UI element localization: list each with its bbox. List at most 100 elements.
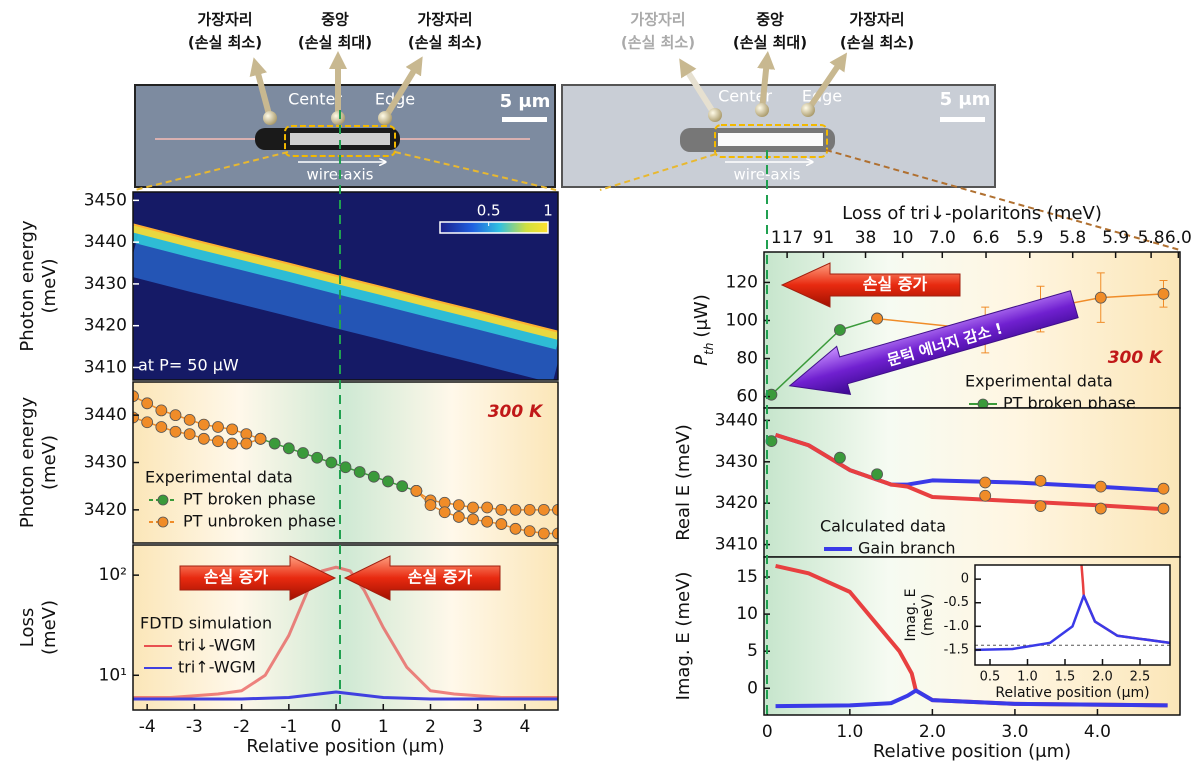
y-tick-label: 5: [747, 641, 758, 661]
series-line: [775, 688, 1168, 709]
marker: [297, 447, 309, 459]
y-tick-label: 3430: [84, 453, 127, 473]
y-axis-label: Photon energy: [17, 220, 38, 352]
marker: [282, 442, 295, 455]
top-tick-label: 5.8: [1138, 228, 1165, 248]
top-tick-label: 5.9: [1016, 228, 1043, 248]
plot-area: [765, 432, 1170, 515]
connector: [394, 151, 557, 191]
x-tick-label: 1.5: [1055, 670, 1076, 685]
marker: [311, 451, 324, 464]
marker: [155, 421, 168, 433]
y-axis-label: Real E (meV): [673, 424, 694, 541]
marker: [871, 312, 883, 325]
marker: [1034, 474, 1047, 487]
label: (손실 최대): [733, 34, 807, 52]
top-tick-label: 7.0: [929, 228, 956, 248]
top-tick-label: 91: [813, 228, 835, 248]
pointer: [679, 58, 718, 117]
marker: [467, 513, 479, 526]
marker: [155, 404, 168, 417]
marker: [1094, 502, 1107, 515]
x-tick-label: 1.0: [1017, 670, 1038, 685]
series-line: [975, 594, 1170, 652]
x-tick-label: -3: [186, 717, 203, 737]
connectors: [134, 149, 1181, 251]
marker: [871, 468, 883, 481]
ball: [263, 111, 277, 125]
marker: [1034, 500, 1047, 512]
marker: [183, 428, 196, 440]
label-symbol: P: [691, 355, 712, 366]
x-tick-label: 0: [331, 717, 342, 737]
pointer: [805, 52, 848, 112]
annotation: 300 K: [1108, 348, 1164, 368]
x-tick-label: 3: [472, 717, 483, 737]
marker: [467, 501, 479, 514]
y-axis-label: (meV): [920, 594, 936, 637]
label: (손실 최대): [298, 34, 372, 52]
center-label: Center: [288, 90, 342, 109]
y-tick-label: 3430: [715, 452, 758, 472]
y-tick-label: 3410: [715, 535, 758, 555]
marker: [226, 437, 239, 450]
arrow: [179, 555, 337, 601]
x-tick-label: 1: [378, 717, 389, 737]
marker: [452, 511, 465, 523]
region-box: [714, 124, 828, 158]
arrow: [788, 290, 1079, 395]
marker: [537, 527, 550, 540]
label: 중앙: [756, 11, 784, 29]
legend-title: Experimental data: [145, 468, 293, 487]
marker: [523, 525, 536, 538]
glow: [133, 233, 558, 380]
plot-area: [775, 563, 1168, 709]
legend-label: PT unbroken phase: [183, 512, 336, 531]
marker: [197, 432, 210, 445]
marker: [765, 435, 778, 448]
top-tick-label: 5.8: [1059, 228, 1086, 248]
y-axis-label: Pth (μW): [691, 294, 716, 365]
right-image: 5 μm Center Edge wire-axis 가장자리 (손실 최소) …: [561, 11, 996, 188]
y-axis-label: Photon energy: [17, 397, 38, 529]
top-tick-label: 38: [855, 228, 877, 248]
y-tick-label: -1.5: [944, 642, 969, 657]
y-tick-label: 3440: [715, 410, 758, 430]
colorbar: [439, 221, 549, 234]
marker: [1157, 502, 1170, 515]
marker: [367, 470, 380, 483]
top-tick-label: 5.9: [1102, 228, 1129, 248]
marker: [979, 476, 992, 489]
y-tick-label: -0.5: [944, 595, 969, 610]
plot-area: [133, 565, 558, 701]
connector: [825, 149, 1181, 251]
y-axis-label: (meV): [39, 600, 60, 655]
y-tick-label: 120: [726, 272, 758, 292]
y-tick-label: -1.0: [944, 619, 969, 634]
x-tick-label: -1: [280, 717, 297, 737]
y-tick-label: 3440: [84, 405, 127, 425]
marker: [834, 451, 846, 464]
label: 가장자리: [849, 11, 904, 29]
y-tick-label: 3420: [84, 500, 127, 520]
legend-title: FDTD simulation: [140, 614, 272, 633]
marker: [481, 501, 494, 514]
y-tick-label: 10¹: [99, 665, 127, 685]
glow: [133, 226, 558, 350]
top-tick-label: 117: [771, 228, 803, 248]
marker: [1094, 291, 1107, 304]
x-tick-label: 2.0: [919, 722, 946, 742]
annotation: 손실 증가: [204, 568, 269, 587]
x-axis-label: Relative position (μm): [873, 741, 1071, 762]
marker: [212, 435, 224, 448]
marker: [1157, 482, 1170, 495]
marker: [396, 480, 409, 493]
legend-title: Calculated data: [820, 517, 946, 536]
arrow: [343, 555, 501, 601]
connector: [599, 153, 717, 191]
label-unit: (μW): [691, 294, 712, 337]
arrow: [780, 262, 961, 308]
y-axis-label: Loss: [17, 608, 38, 647]
y-tick-label: 100: [726, 310, 758, 330]
y-tick-label: 3440: [84, 232, 127, 252]
